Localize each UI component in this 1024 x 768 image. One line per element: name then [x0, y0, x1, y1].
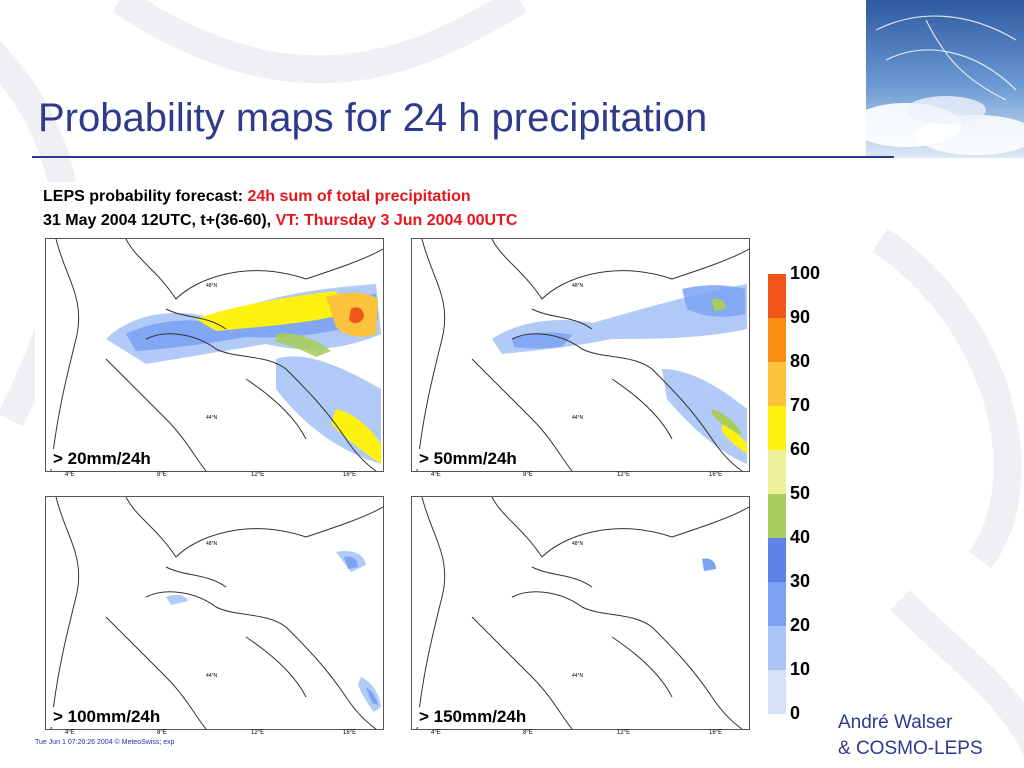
lon-label: 8°E: [523, 472, 533, 478]
lat-label: 44°N: [572, 415, 584, 421]
lon-label: 16°E: [343, 472, 357, 478]
probability-colorbar: [768, 274, 786, 714]
title-divider: [32, 156, 894, 158]
probability-map-panel: 48°N 44°N > 100mm/24h: [45, 496, 384, 730]
lat-label: 48°N: [206, 283, 218, 289]
lon-label: 4°E: [65, 730, 75, 736]
threshold-label: > 20mm/24h: [50, 449, 154, 469]
probability-map-panel: 48°N 44°N > 50mm/24h: [411, 238, 750, 472]
lat-label: 48°N: [572, 283, 584, 289]
longitude-axis: 4°E 8°E 12°E 16°E: [45, 730, 382, 740]
precipitation-figure: LEPS probability forecast: 24h sum of to…: [35, 182, 847, 754]
lon-label: 16°E: [343, 730, 357, 736]
lon-label: 4°E: [431, 472, 441, 478]
header-valid-time-label: VT: Thursday 3 Jun 2004 00UTC: [275, 212, 518, 229]
lon-label: 8°E: [157, 730, 167, 736]
lon-label: 16°E: [709, 730, 723, 736]
threshold-label: > 100mm/24h: [50, 707, 164, 727]
colorbar-tick-label: 90: [790, 307, 811, 327]
colorbar-tick-label: 20: [790, 615, 811, 635]
longitude-axis: 4°E 8°E 12°E 16°E: [45, 472, 382, 482]
colorbar-segment: [768, 406, 786, 450]
map-graphic: 48°N 44°N: [416, 497, 749, 729]
colorbar-segment: [768, 670, 786, 714]
figure-header-line2: 31 May 2004 12UTC, t+(36-60), VT: Thursd…: [43, 212, 517, 230]
lat-label: 44°N: [206, 673, 218, 679]
threshold-label: > 50mm/24h: [416, 449, 520, 469]
lon-label: 16°E: [709, 472, 723, 478]
lon-label: 12°E: [251, 472, 265, 478]
slide-title: Probability maps for 24 h precipitation: [38, 96, 708, 140]
figure-header-line1: LEPS probability forecast: 24h sum of to…: [43, 188, 471, 206]
colorbar-segment: [768, 538, 786, 582]
colorbar-segment: [768, 318, 786, 362]
probability-map-panel: 48°N 44°N > 150mm/24h: [411, 496, 750, 730]
lon-label: 12°E: [251, 730, 265, 736]
author-affiliation: & COSMO-LEPS: [838, 738, 983, 759]
lon-label: 8°E: [523, 730, 533, 736]
lat-label: 44°N: [572, 673, 584, 679]
colorbar-tick-label: 80: [790, 351, 811, 371]
colorbar-segment: [768, 274, 786, 318]
threshold-label: > 150mm/24h: [416, 707, 530, 727]
longitude-axis: 4°E 8°E 12°E 16°E: [411, 472, 748, 482]
lon-label: 8°E: [157, 472, 167, 478]
colorbar-tick-label: 60: [790, 439, 811, 459]
colorbar-tick-label: 50: [790, 483, 811, 503]
map-graphic: 48°N 44°N: [50, 239, 383, 471]
colorbar-segment: [768, 450, 786, 494]
colorbar-segment: [768, 494, 786, 538]
colorbar-tick-label: 30: [790, 571, 811, 591]
map-graphic: 48°N 44°N: [50, 497, 383, 729]
lon-label: 12°E: [617, 730, 631, 736]
colorbar-tick-label: 40: [790, 527, 811, 547]
lat-label: 48°N: [206, 541, 218, 547]
colorbar-tick-label: 10: [790, 659, 811, 679]
author-name: André Walser: [838, 712, 953, 733]
colorbar-tick-label: 0: [790, 703, 801, 723]
lat-label: 44°N: [206, 415, 218, 421]
colorbar-tick-label: 70: [790, 395, 811, 415]
lon-label: 4°E: [65, 472, 75, 478]
lon-label: 12°E: [617, 472, 631, 478]
colorbar-segment: [768, 582, 786, 626]
lon-label: 4°E: [431, 730, 441, 736]
sky-clouds-image: [866, 0, 1024, 158]
colorbar-segment: [768, 626, 786, 670]
header-run-label: 31 May 2004 12UTC, t+(36-60),: [43, 212, 272, 229]
header-forecast-label: LEPS probability forecast:: [43, 188, 244, 205]
footer-timestamp: Tue Jun 1 07:20:26 2004 © MeteoSwiss; ex…: [35, 739, 175, 746]
header-variable-label: 24h sum of total precipitation: [247, 188, 471, 205]
colorbar-segment: [768, 362, 786, 406]
map-graphic: 48°N 44°N: [416, 239, 749, 471]
colorbar-tick-label: 100: [790, 263, 821, 283]
lat-label: 48°N: [572, 541, 584, 547]
longitude-axis: 4°E 8°E 12°E 16°E: [411, 730, 748, 740]
probability-map-panel: 48°N 44°N > 20mm/24h: [45, 238, 384, 472]
